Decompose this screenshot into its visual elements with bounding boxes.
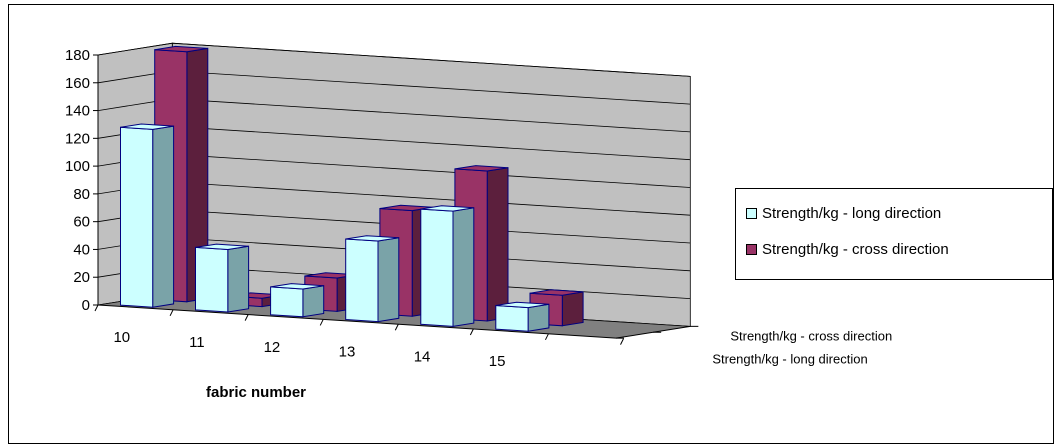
bar (345, 235, 400, 323)
bar-side (227, 245, 250, 313)
bar-side (452, 207, 475, 327)
x-tick-label: 11 (189, 334, 205, 351)
x-tick-label: 13 (339, 344, 356, 361)
bar (495, 301, 550, 332)
bar-top (120, 123, 174, 130)
bar (420, 205, 475, 327)
bar-top (154, 45, 208, 53)
bar-front (420, 208, 454, 327)
bar-front (495, 304, 529, 332)
bar (195, 243, 250, 313)
bar-front (270, 286, 304, 318)
bar-side (527, 303, 550, 332)
bar-top (420, 205, 474, 212)
y-axis: 0 20 40 60 80 100 120 140 160 180 (65, 47, 99, 314)
bars (120, 45, 584, 332)
y-tick-label: 0 (82, 297, 90, 314)
bar (270, 283, 325, 318)
legend-label-long: Strength/kg - long direction (762, 205, 942, 222)
x-tick-mark (544, 333, 549, 341)
y-tick-label: 100 (65, 158, 90, 175)
depth-label-long: Strength/kg - long direction (712, 351, 867, 366)
x-tick-mark (319, 319, 324, 326)
legend-label-cross: Strength/kg - cross direction (762, 241, 949, 258)
x-axis: 10 11 12 13 14 15 (94, 304, 624, 370)
x-axis-label: fabric number (206, 384, 306, 401)
x-axis-line (97, 304, 617, 339)
bar-top (195, 243, 249, 251)
bar-front (345, 238, 379, 323)
bar-top (270, 283, 324, 290)
x-tick-mark (94, 304, 99, 312)
x-tick-label: 12 (264, 339, 281, 356)
x-tick-mark (394, 323, 399, 331)
legend: Strength/kg - long direction Strength/kg… (735, 188, 1053, 280)
legend-item-long: Strength/kg - long direction (746, 205, 941, 222)
bar-top (454, 165, 509, 172)
bar-front (195, 246, 229, 313)
gridline (97, 42, 691, 77)
bar-top (345, 235, 399, 242)
depth-label-cross: Strength/kg - cross direction (730, 328, 892, 343)
bar-top (529, 289, 584, 296)
x-tick-mark (469, 328, 474, 336)
bar-side (302, 285, 325, 318)
x-tick-label: 15 (489, 353, 506, 370)
bar-side (561, 291, 584, 327)
y-tick-label: 20 (73, 269, 90, 286)
bar-side (377, 237, 400, 323)
y-tick-label: 80 (73, 186, 90, 203)
legend-swatch-long (746, 208, 757, 219)
x-tick-mark (620, 338, 624, 345)
y-tick-label: 140 (65, 103, 90, 120)
x-tick-label: 14 (414, 348, 431, 365)
bar-side (152, 125, 175, 308)
y-tick-label: 160 (65, 75, 90, 92)
bar-side (486, 167, 509, 322)
x-tick-mark (169, 309, 174, 317)
legend-item-cross: Strength/kg - cross direction (746, 241, 949, 258)
bar-top (495, 301, 549, 309)
y-tick-label: 40 (73, 241, 90, 258)
bar (120, 123, 175, 308)
x-tick-label: 10 (113, 329, 130, 346)
bar-front (120, 126, 154, 308)
y-tick-label: 180 (65, 47, 90, 64)
x-tick-mark (244, 314, 249, 321)
y-tick-label: 60 (73, 214, 90, 231)
legend-swatch-cross (746, 244, 757, 255)
depth-axis: Strength/kg - cross direction Strength/kg… (615, 325, 892, 366)
y-tick-label: 120 (65, 130, 90, 147)
